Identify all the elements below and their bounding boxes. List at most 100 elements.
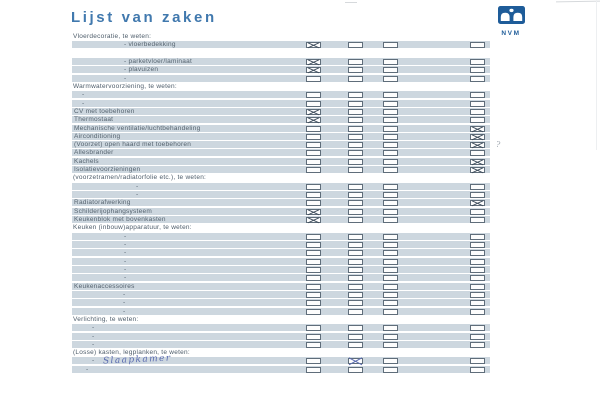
item-row: Schilderijophangsysteem: [72, 208, 490, 215]
section-title: Keuken (inbouw)apparatuur, te weten:: [73, 224, 192, 231]
item-label: Schilderijophangsysteem: [74, 208, 153, 215]
checkbox-col1: [306, 308, 321, 315]
section-title: (Losse) kasten, legplanken, te weten:: [73, 349, 190, 356]
pencil-question-mark: ?: [495, 139, 502, 150]
checkbox-col4: [470, 283, 485, 290]
checkbox-col3: [383, 241, 398, 248]
checkbox-col1-checked: [306, 116, 321, 123]
checkbox-col2: [348, 249, 363, 256]
checkbox-col1: [306, 274, 321, 281]
checkbox-col3: [383, 183, 398, 190]
checkbox-col1: [306, 283, 321, 290]
item-row: - plavuizen: [72, 66, 490, 73]
item-label: - vloerbedekking: [124, 41, 176, 48]
checkbox-col3: [383, 133, 398, 140]
item-label: Thermostaat: [74, 116, 114, 123]
item-label: -: [124, 241, 127, 248]
checkbox-col4: [470, 100, 485, 107]
checkbox-col2: [348, 66, 363, 73]
item-row: -: [72, 75, 490, 82]
checkbox-col2: [348, 125, 363, 132]
scan-artifact-line: [555, 0, 600, 3]
checkbox-col1: [306, 199, 321, 206]
checkbox-col1: [306, 324, 321, 331]
checkbox-col3: [383, 75, 398, 82]
checkbox-col1: [306, 233, 321, 240]
item-label: -: [136, 183, 139, 190]
handwritten-entry: Slaapkamer: [102, 353, 172, 367]
checkbox-col2: [348, 266, 363, 273]
checkbox-col1-checked: [306, 58, 321, 65]
checkbox-col1: [306, 258, 321, 265]
section-header-row: Verlichting, te weten:: [72, 316, 490, 323]
checkbox-col1: [306, 166, 321, 173]
item-row: -: [72, 333, 490, 340]
checkbox-col4: [470, 116, 485, 123]
item-row: -: [72, 241, 490, 248]
checkbox-col2: [348, 158, 363, 165]
checkbox-col4: [470, 66, 485, 73]
item-label: -: [92, 333, 95, 340]
checkbox-col4: [470, 366, 485, 373]
section-header-row: Vloerdecoratie, te weten:: [72, 33, 490, 40]
item-row: -: [72, 324, 490, 331]
checkbox-col4: [470, 58, 485, 65]
checkbox-col3: [383, 116, 398, 123]
checkbox-col1: [306, 291, 321, 298]
item-label: Keukenblok met bovenkasten: [74, 216, 166, 223]
item-row: Kachels: [72, 158, 490, 165]
section-title: Vloerdecoratie, te weten:: [73, 33, 152, 40]
checkbox-col2: [348, 308, 363, 315]
item-label: -: [86, 366, 89, 373]
checkbox-col2: [348, 166, 363, 173]
item-label: Kachels: [74, 158, 99, 165]
checkbox-col2: [348, 183, 363, 190]
item-label: -: [92, 341, 95, 348]
checkbox-col4: [470, 266, 485, 273]
item-row: Keukenaccessoires: [72, 283, 490, 290]
checkbox-col1: [306, 266, 321, 273]
item-row: -: [72, 266, 490, 273]
checkbox-col3: [383, 125, 398, 132]
checkbox-col3: [383, 91, 398, 98]
checkbox-col1: [306, 133, 321, 140]
checkbox-col4: [470, 341, 485, 348]
checkbox-col4: [470, 357, 485, 364]
item-row: -: [72, 274, 490, 281]
checkbox-col1: [306, 249, 321, 256]
checkbox-col1: [306, 75, 321, 82]
checkbox-col1: [306, 357, 321, 364]
checkbox-col4: [470, 324, 485, 331]
checkbox-col2: [348, 274, 363, 281]
item-row: -: [72, 249, 490, 256]
checkbox-col1: [306, 100, 321, 107]
checkbox-col3: [383, 100, 398, 107]
checkbox-col3: [383, 283, 398, 290]
checkbox-col3: [383, 216, 398, 223]
item-row: Allesbrander: [72, 149, 490, 156]
checkbox-col2: [348, 75, 363, 82]
scan-artifact-line: [345, 2, 357, 3]
checkbox-col1: [306, 141, 321, 148]
checkbox-col2: [348, 208, 363, 215]
item-row: - parketvloer/laminaat: [72, 58, 490, 65]
page-title: Lijst van zaken: [71, 9, 217, 26]
checkbox-col2: [348, 241, 363, 248]
checkbox-col4: [470, 191, 485, 198]
checkbox-col4-checked: [470, 199, 485, 206]
item-row: -: [72, 91, 490, 98]
item-row: Isolatievoorzieningen: [72, 166, 490, 173]
checkbox-col3: [383, 141, 398, 148]
checkbox-col1: [306, 241, 321, 248]
checkbox-col3: [383, 41, 398, 48]
checkbox-col2: [348, 299, 363, 306]
checkbox-col4: [470, 75, 485, 82]
checkbox-col2: [348, 291, 363, 298]
checkbox-col3: [383, 341, 398, 348]
checkbox-col1-checked: [306, 108, 321, 115]
checkbox-col4-checked: [470, 141, 485, 148]
checkbox-col1-checked: [306, 208, 321, 215]
checklist: Vloerdecoratie, te weten: - vloerbedekkin…: [72, 33, 501, 383]
checkbox-col2: [348, 233, 363, 240]
checkbox-col3: [383, 108, 398, 115]
